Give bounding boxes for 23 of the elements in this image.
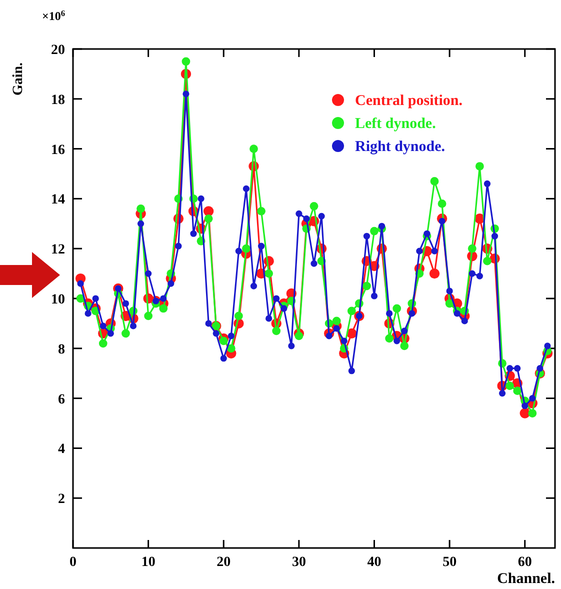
y-tick-label: 4 [58, 442, 65, 458]
y-tick-label: 12 [51, 242, 65, 258]
legend-label: Central position. [355, 93, 463, 109]
legend-label: Left dynode. [355, 116, 436, 132]
y-tick-label: 6 [58, 392, 65, 408]
x-tick-label: 10 [141, 555, 156, 570]
y-tick-label: 8 [58, 342, 65, 358]
legend-label: Right dynode. [355, 139, 446, 155]
x-axis-title: Channel. [497, 571, 556, 587]
x-tick-label: 40 [367, 555, 382, 570]
x-tick-label: 60 [518, 555, 532, 570]
y-tick-label: 18 [51, 92, 65, 108]
y-tick-label: 16 [51, 142, 65, 158]
x-tick-label: 0 [70, 555, 76, 570]
text: ×10$^{6}$ [42, 8, 66, 23]
y-tick-label: 14 [51, 192, 65, 208]
y-axis-title: Gain. [11, 62, 26, 96]
x-tick-label: 20 [216, 555, 231, 570]
x-tick-label: 50 [442, 555, 457, 570]
y-tick-label: 10 [51, 292, 65, 308]
x-tick-label: 30 [292, 555, 306, 570]
y-tick-label: 20 [51, 43, 65, 58]
y-tick-label: 2 [58, 492, 65, 508]
